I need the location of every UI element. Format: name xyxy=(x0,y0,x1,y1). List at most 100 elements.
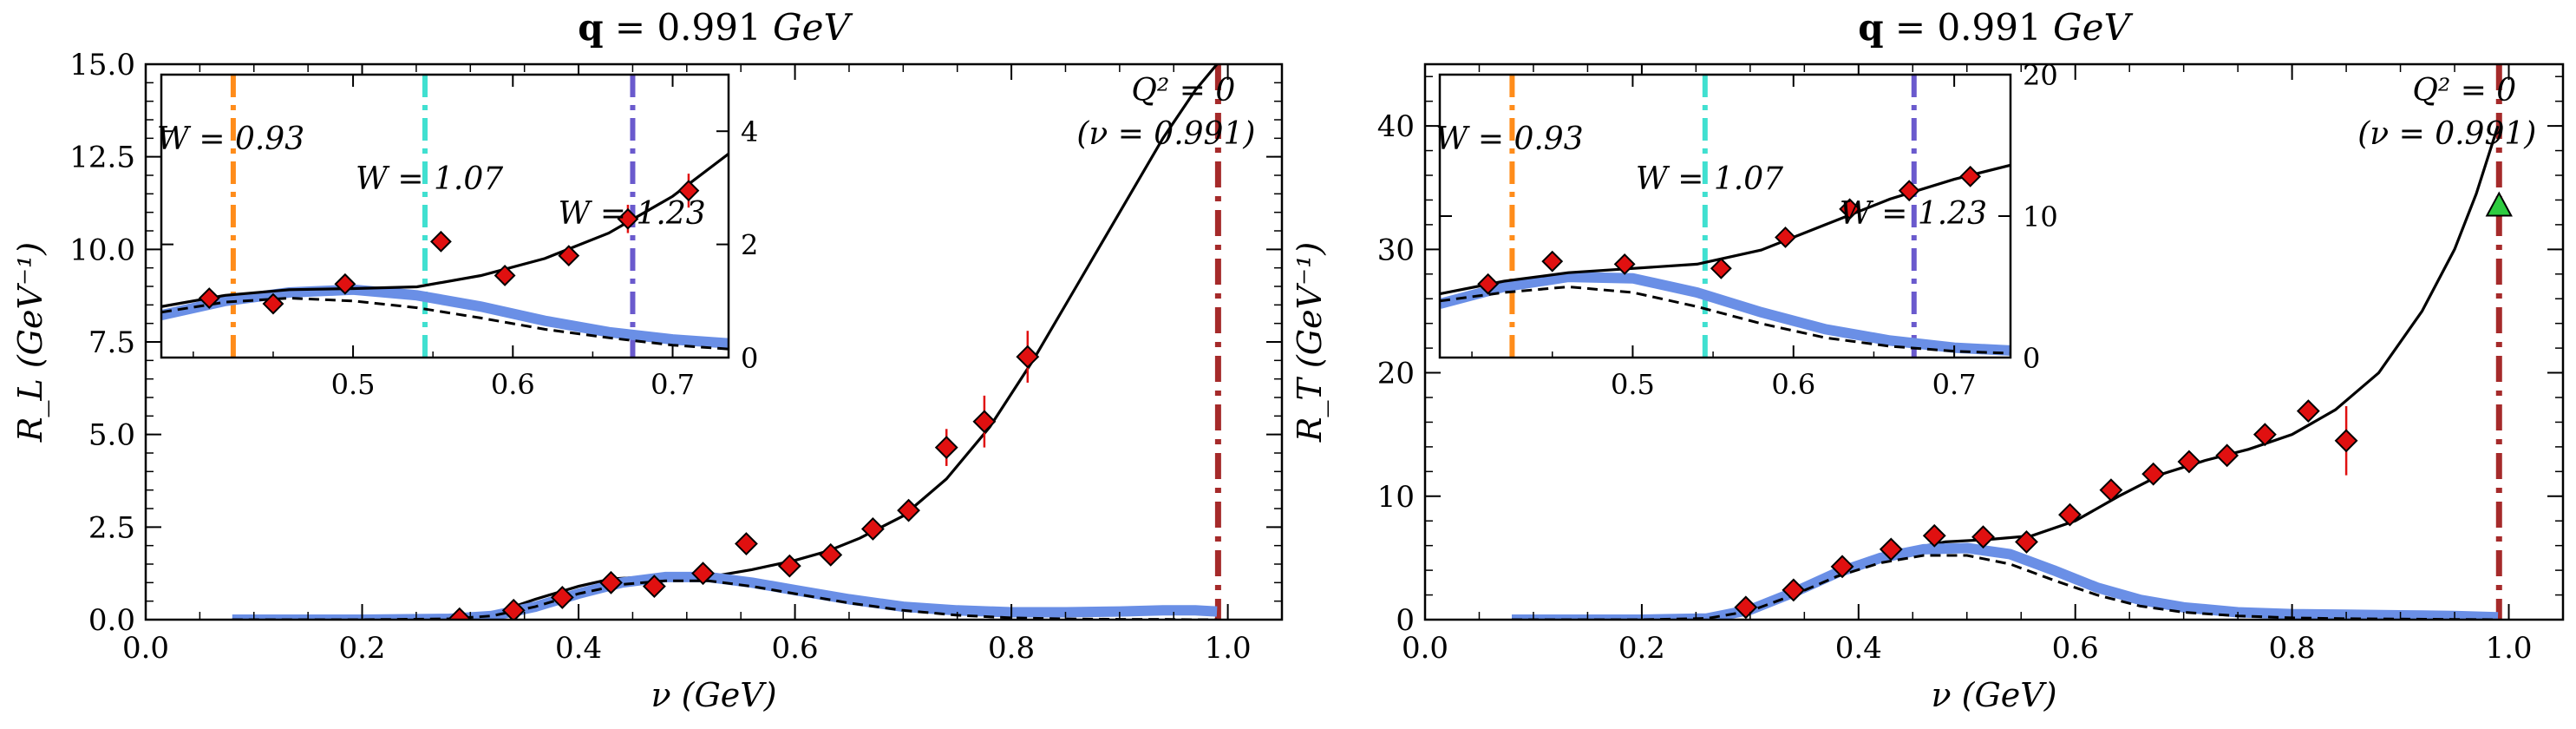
inset-curve-blue xyxy=(1440,272,2010,356)
y-tick-label: 15.0 xyxy=(69,48,135,82)
y-tick-label: 20 xyxy=(1377,357,1415,391)
plot-area xyxy=(1512,64,2513,620)
data-point xyxy=(1734,595,1758,620)
x-tick-label: 0.6 xyxy=(772,631,819,666)
data-point xyxy=(1016,345,1040,369)
y-tick-label: 7.5 xyxy=(88,325,135,360)
inset-curve-solid xyxy=(161,153,729,308)
data-point xyxy=(2215,443,2239,468)
data-point xyxy=(934,436,958,460)
data-point xyxy=(501,598,526,620)
q2-annotation: Q² = 0 xyxy=(2412,73,2516,108)
plot-area xyxy=(232,64,1221,620)
q2-annotation: Q² = 0 xyxy=(1131,73,1235,108)
inset-y-tick-label: 4 xyxy=(741,115,758,148)
curve-dashed xyxy=(232,579,1218,620)
title-unit: GeV xyxy=(773,6,853,49)
inset-data-point xyxy=(198,287,220,309)
x-tick-label: 0.2 xyxy=(338,631,385,666)
data-point xyxy=(1971,525,1995,549)
title-q: q xyxy=(1858,6,1883,49)
y-tick-label: 2.5 xyxy=(88,510,135,545)
inset-data-point xyxy=(1898,180,1920,202)
inset-x-tick-label: 0.6 xyxy=(1771,368,1815,401)
inset-data-point xyxy=(617,207,639,230)
plot-frame xyxy=(1423,62,2565,621)
inset-data-point xyxy=(1541,250,1564,273)
inset-data-point xyxy=(1710,257,1732,279)
x-tick-label: 0.0 xyxy=(122,631,169,666)
inset-data-point xyxy=(558,245,580,267)
x-tick-label: 0.8 xyxy=(2269,631,2316,666)
data-point xyxy=(2296,399,2320,424)
y-tick-label: 5.0 xyxy=(88,418,135,453)
y-axis-label: R_T (GeV⁻¹) xyxy=(1291,242,1330,443)
y-tick-label: 10.0 xyxy=(69,233,135,267)
inset-y-tick-label: 2 xyxy=(741,229,758,262)
y-tick-label: 0.0 xyxy=(88,603,135,638)
data-point xyxy=(2141,462,2166,486)
q2-annotation-nu: (ν = 0.991) xyxy=(2357,116,2536,152)
inset-data-point xyxy=(1613,253,1636,275)
inset-curve-solid xyxy=(1440,163,2010,296)
inset-data-point xyxy=(262,292,284,315)
data-point xyxy=(1879,537,1903,562)
inset-data-point xyxy=(494,265,516,286)
inset-plot-area xyxy=(1440,75,2010,358)
inset-data-point xyxy=(334,273,356,295)
inset: W = 0.93 W = 1.07 W = 1.23 0.5 0.6 0.7 0 2 4 xyxy=(157,73,758,401)
data-point xyxy=(2099,478,2123,502)
x-tick-label: 0.4 xyxy=(1835,631,1882,666)
inset-frame xyxy=(160,73,730,359)
inset-x-tick-label: 0.7 xyxy=(1932,368,1977,401)
curve-blue-band xyxy=(1512,542,2499,620)
inset-x-tick-label: 0.5 xyxy=(331,368,376,401)
inset-curve-dashed xyxy=(161,296,729,351)
data-point xyxy=(1922,523,1946,548)
chart-title: q = 0.991 GeV xyxy=(1858,6,2133,49)
data-point xyxy=(2334,429,2358,453)
photon-point xyxy=(2485,191,2513,217)
data-point xyxy=(777,554,801,578)
inset-y-tick-label: 10 xyxy=(2023,200,2058,233)
inset-x-tick-label: 0.7 xyxy=(651,368,695,401)
inset-data-point xyxy=(677,180,700,202)
inset-x-tick-label: 0.6 xyxy=(491,368,535,401)
y-tick-label: 12.5 xyxy=(69,141,135,175)
panel-rt: 0.0 0.2 0.4 0.6 0.8 1.0 0 10 20 30 40 q = 0.991 GeV… xyxy=(1291,6,2565,714)
data-point xyxy=(1782,578,1806,602)
y-axis-label: R_L (GeV⁻¹) xyxy=(11,242,50,443)
w-label: W = 1.07 xyxy=(1636,161,1783,197)
y-tick-label: 0 xyxy=(1396,603,1415,638)
panel-rl: 0.0 0.2 0.4 0.6 0.8 1.0 0.0 2.5 5.0 7.5 10.0 12.5 15… xyxy=(11,6,1284,714)
title-q: q xyxy=(578,6,603,49)
w-label: W = 1.23 xyxy=(558,196,705,232)
title-value: = 0.991 xyxy=(604,6,773,49)
x-axis-label: ν (GeV) xyxy=(651,676,776,714)
w-label: W = 0.93 xyxy=(157,122,304,157)
x-tick-label: 1.0 xyxy=(2485,631,2532,666)
inset-data-point xyxy=(429,230,452,253)
data-point xyxy=(897,498,920,522)
y-tick-label: 40 xyxy=(1377,109,1415,144)
data-point xyxy=(860,517,885,541)
y-tick-label: 30 xyxy=(1377,233,1415,267)
title-value: = 0.991 xyxy=(1884,6,2053,49)
inset: W = 0.93 W = 1.07 W = 1.23 0.5 0.6 0.7 0 10 20 xyxy=(1435,59,2057,401)
q2-annotation-nu: (ν = 0.991) xyxy=(1076,116,1255,152)
x-tick-label: 0.8 xyxy=(988,631,1035,666)
data-point xyxy=(599,570,623,594)
inset-x-tick-label: 0.5 xyxy=(1611,368,1655,401)
data-point xyxy=(2015,529,2038,554)
x-axis-label: ν (GeV) xyxy=(1931,676,2056,714)
inset-plot-area xyxy=(161,75,729,358)
x-tick-label: 0.6 xyxy=(2052,631,2099,666)
data-point xyxy=(2177,450,2201,474)
data-point xyxy=(550,585,574,609)
inset-y-tick-label: 0 xyxy=(741,342,758,375)
data-point xyxy=(642,575,666,599)
inset-y-tick-label: 20 xyxy=(2023,59,2058,92)
data-point xyxy=(448,607,472,620)
chart-title: q = 0.991 GeV xyxy=(578,6,853,49)
